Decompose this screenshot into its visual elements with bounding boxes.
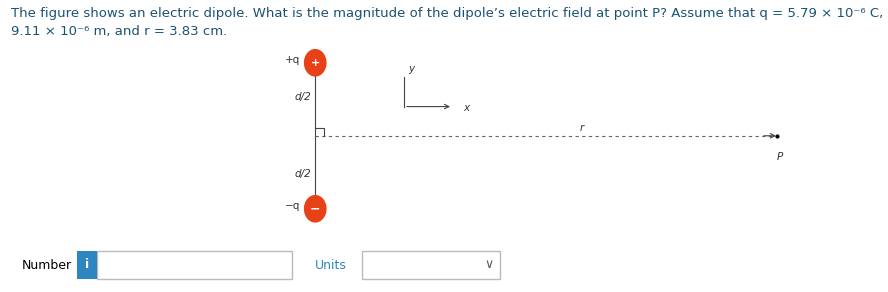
Text: d/2: d/2 (295, 169, 312, 179)
Text: r: r (580, 123, 583, 133)
Text: P: P (776, 152, 783, 162)
Ellipse shape (305, 50, 326, 76)
Text: +: + (311, 58, 320, 68)
Text: The figure shows an electric dipole. What is the magnitude of the dipole’s elect: The figure shows an electric dipole. Wha… (11, 7, 888, 38)
Ellipse shape (305, 196, 326, 222)
FancyBboxPatch shape (362, 251, 500, 279)
Text: d/2: d/2 (295, 92, 312, 102)
Text: Number: Number (22, 259, 72, 272)
FancyBboxPatch shape (97, 251, 292, 279)
FancyBboxPatch shape (77, 251, 97, 279)
Text: ∨: ∨ (485, 258, 494, 272)
Text: +q: +q (285, 55, 300, 65)
Text: Units: Units (315, 259, 347, 272)
Text: y: y (408, 65, 414, 74)
Text: i: i (85, 258, 89, 272)
Text: −: − (310, 202, 321, 215)
Text: −q: −q (285, 201, 300, 211)
Text: x: x (464, 103, 470, 113)
